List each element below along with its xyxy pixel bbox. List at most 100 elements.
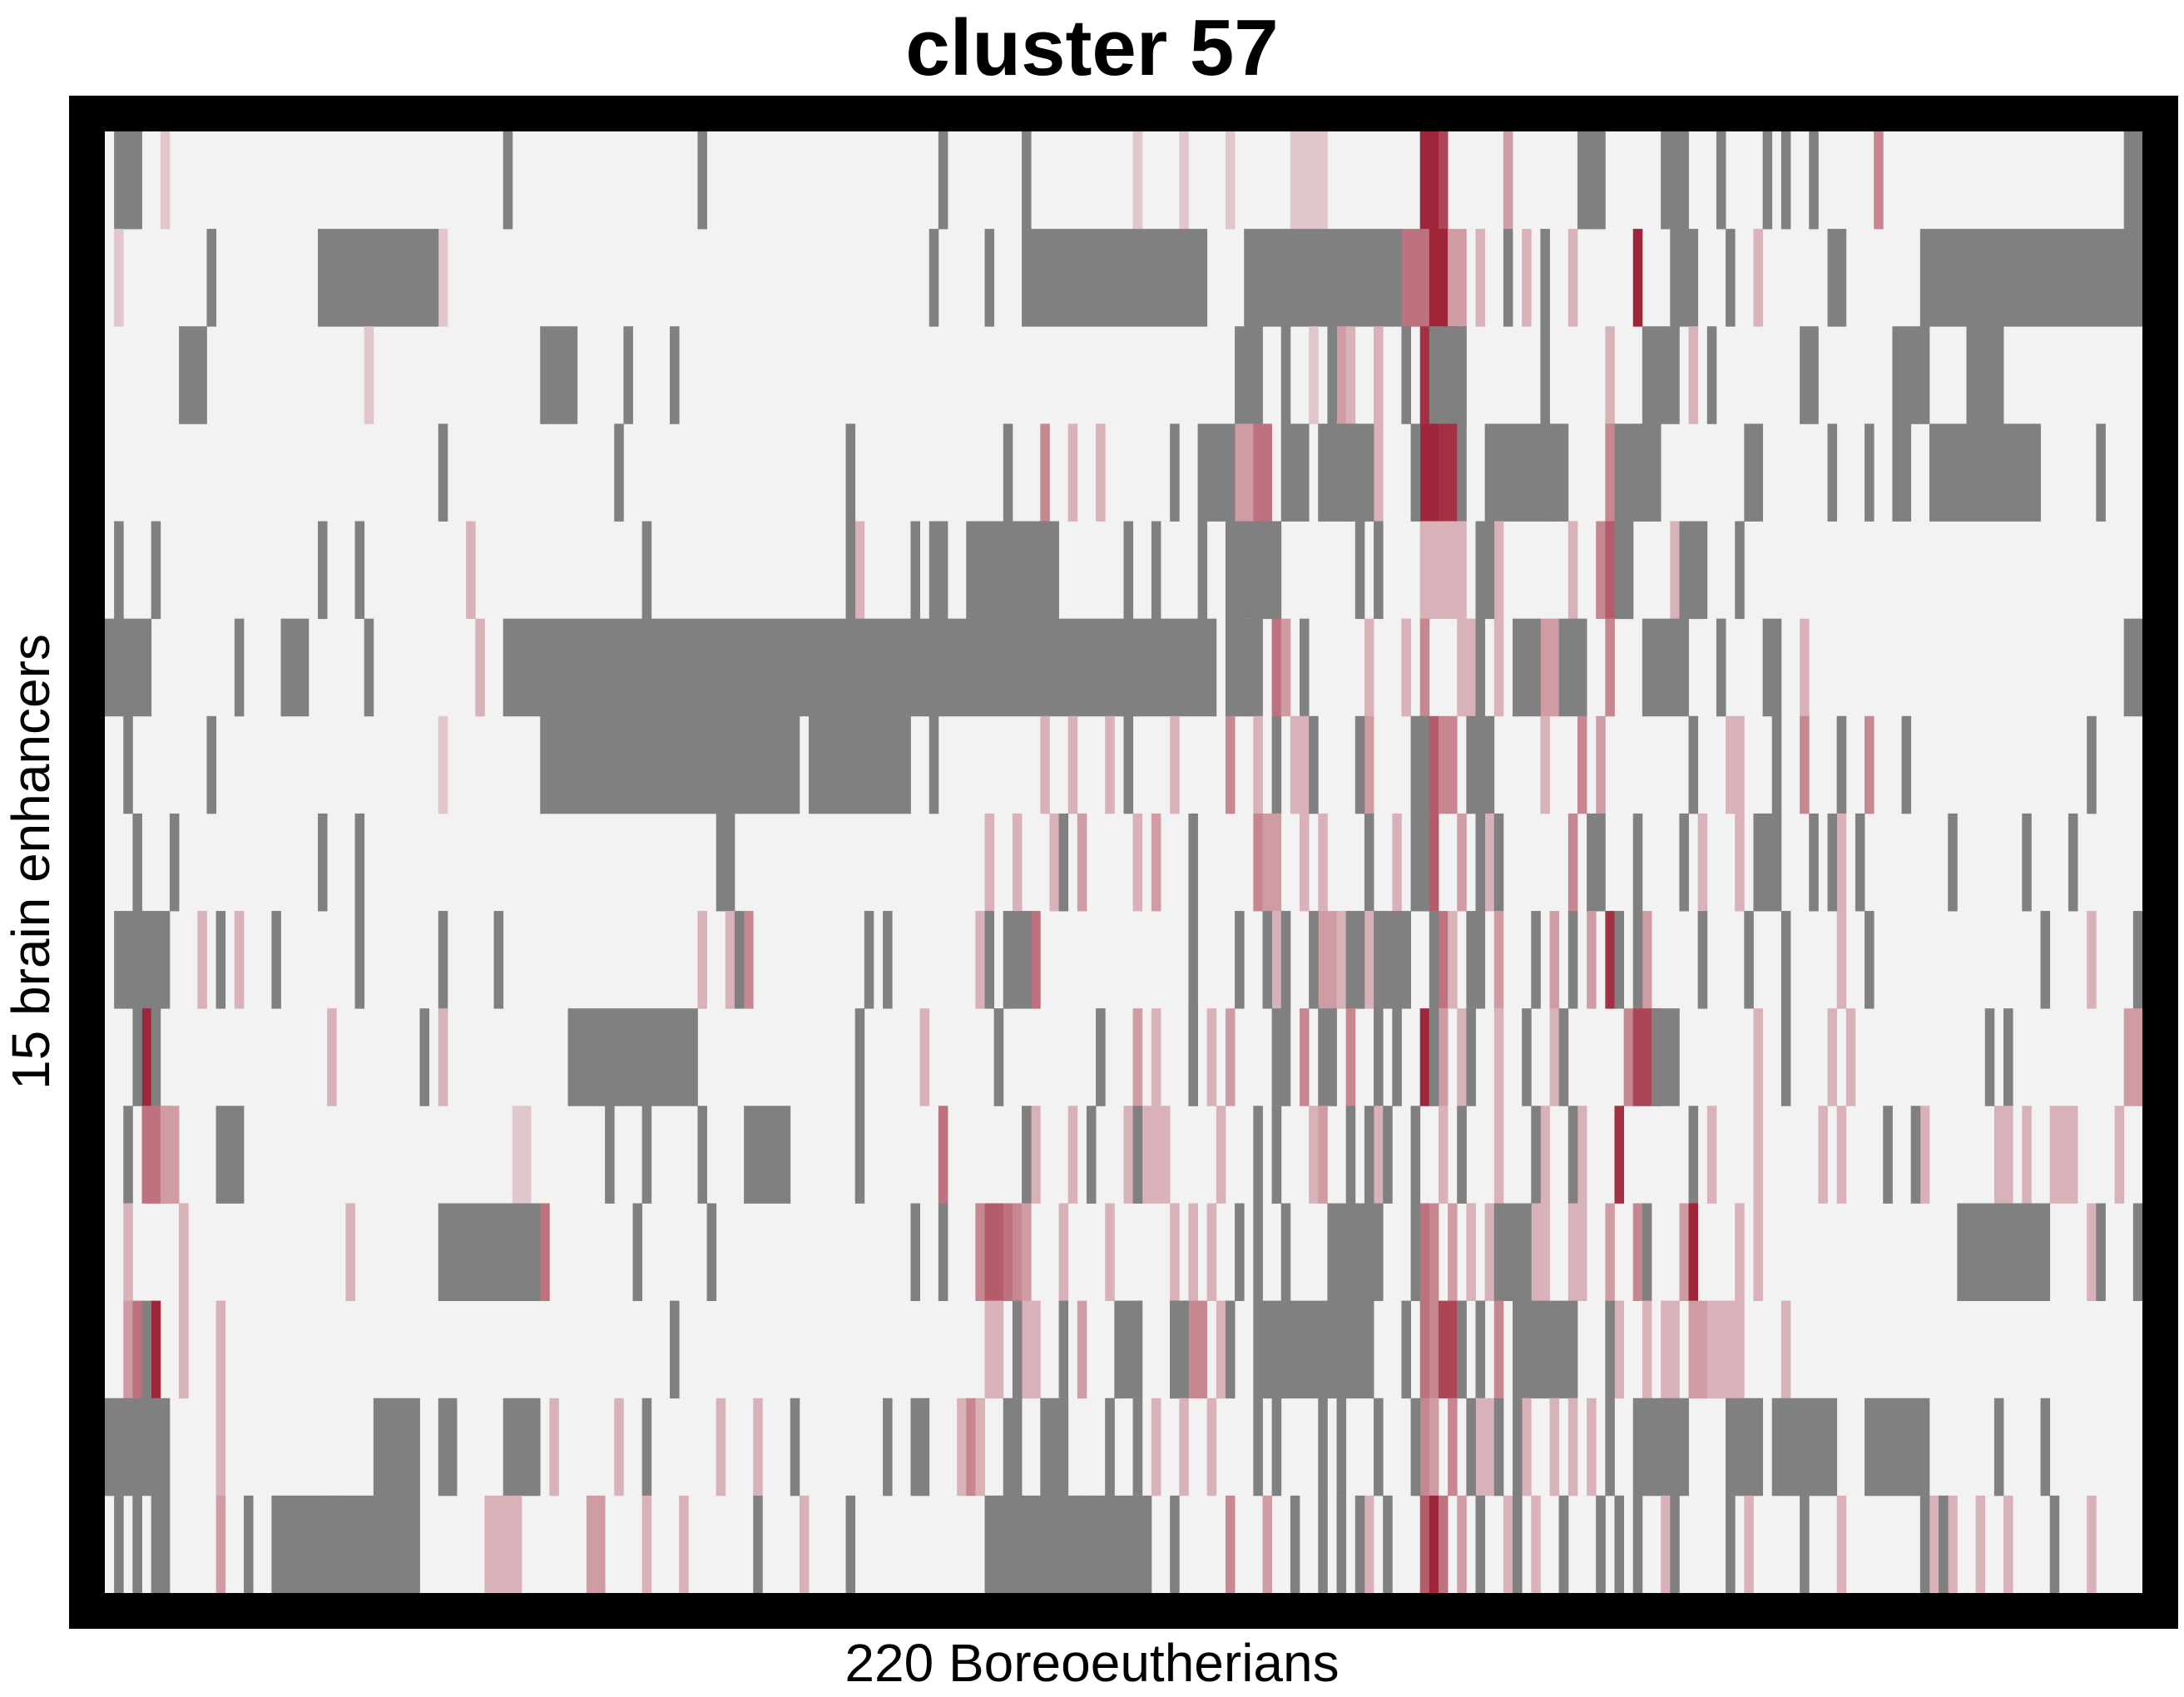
heatmap-value-cell (1364, 1495, 1374, 1593)
heatmap-value-cell (1271, 618, 1282, 717)
heatmap-missing-cell (318, 521, 328, 620)
heatmap-value-cell (1818, 1106, 1828, 1204)
heatmap-missing-cell (938, 1203, 948, 1301)
heatmap-value-cell (438, 715, 448, 814)
heatmap-missing-cell (1188, 911, 1198, 1009)
heatmap-missing-cell (1280, 1203, 1291, 1301)
heatmap-value-cell (1753, 1203, 1763, 1301)
heatmap-missing-cell (114, 521, 124, 620)
heatmap-missing-cell (1392, 1008, 1402, 1106)
heatmap-missing-cell (1170, 423, 1180, 522)
heatmap-missing-cell (1697, 911, 1708, 1009)
heatmap-value-cell (179, 1203, 189, 1301)
heatmap-value-cell (1577, 1106, 1587, 1204)
heatmap-value-cell (1253, 715, 1263, 814)
heatmap-missing-cell (1475, 521, 1495, 620)
heatmap-missing-cell (1280, 423, 1310, 522)
heatmap-missing-cell (354, 813, 365, 912)
heatmap-missing-cell (1596, 1495, 1606, 1593)
heatmap-missing-cell (966, 521, 1059, 620)
heatmap-value-cell (1605, 521, 1615, 620)
heatmap-value-cell (1975, 1495, 1986, 1593)
heatmap-value-cell (1280, 618, 1291, 717)
heatmap-value-cell (1688, 326, 1699, 424)
heatmap-value-cell (1253, 423, 1273, 522)
heatmap-value-cell (966, 1398, 976, 1497)
heatmap-value-cell (1577, 715, 1587, 814)
heatmap-missing-cell (1058, 1300, 1069, 1399)
heatmap-value-cell (1484, 1398, 1495, 1497)
heatmap-missing-cell (1670, 1495, 1680, 1593)
heatmap-missing-cell (716, 813, 735, 912)
heatmap-missing-cell (1744, 911, 1754, 1009)
heatmap-value-cell (1364, 618, 1374, 717)
heatmap-value-cell (1151, 1008, 1161, 1106)
heatmap-value-cell (197, 911, 207, 1009)
heatmap-missing-cell (1493, 1398, 1504, 1497)
heatmap-value-cell (1392, 813, 1402, 912)
heatmap-missing-cell (114, 911, 171, 1009)
heatmap-missing-cell (1827, 229, 1847, 327)
heatmap-missing-cell (105, 618, 152, 717)
heatmap-value-cell (1309, 1106, 1319, 1204)
heatmap-missing-cell (2123, 618, 2142, 717)
heatmap-missing-cell (1336, 1398, 1347, 1497)
heatmap-missing-cell (364, 618, 374, 717)
heatmap-missing-cell (271, 1495, 300, 1593)
heatmap-missing-cell (1484, 423, 1569, 522)
heatmap-value-cell (1448, 229, 1467, 327)
heatmap-missing-cell (493, 911, 504, 1009)
heatmap-value-cell (1567, 1203, 1587, 1301)
heatmap-value-cell (697, 911, 707, 1009)
heatmap-value-cell (1836, 1495, 1847, 1593)
heatmap-missing-cell (706, 1203, 717, 1301)
heatmap-value-cell (1688, 1300, 1708, 1399)
heatmap-missing-cell (1865, 911, 1874, 1009)
heatmap-missing-cell (1188, 1008, 1198, 1106)
heatmap-value-cell (484, 1495, 522, 1593)
heatmap-value-cell (1596, 715, 1606, 814)
heatmap-missing-cell (2096, 423, 2106, 522)
heatmap-missing-cell (1123, 521, 1134, 620)
heatmap-value-cell (1605, 326, 1615, 424)
heatmap-missing-cell (1466, 715, 1495, 814)
heatmap-missing-cell (670, 326, 680, 424)
heatmap-missing-cell (1401, 326, 1411, 424)
heatmap-missing-cell (1735, 521, 1745, 620)
heatmap-value-cell (1012, 813, 1023, 912)
heatmap-missing-cell (1253, 1203, 1263, 1301)
heatmap-missing-cell (1457, 1106, 1467, 1204)
heatmap-value-cell (1151, 1398, 1161, 1497)
heatmap-value-cell (1448, 911, 1458, 1009)
heatmap-missing-cell (1132, 1398, 1143, 1497)
heatmap-value-cell (114, 229, 124, 327)
heatmap-missing-cell (1364, 1106, 1374, 1204)
heatmap-value-cell (1993, 1106, 2013, 1204)
heatmap-value-cell (1688, 1203, 1699, 1301)
heatmap-missing-cell (1345, 911, 1365, 1009)
heatmap-missing-cell (641, 1398, 652, 1497)
heatmap-value-cell (1836, 1106, 1847, 1204)
heatmap-value-cell (1179, 131, 1189, 230)
heatmap-missing-cell (1614, 521, 1634, 620)
heatmap-value-cell (160, 1106, 180, 1204)
heatmap-missing-cell (1503, 229, 1513, 327)
heatmap-value-cell (438, 229, 448, 327)
heatmap-value-cell (1475, 229, 1486, 327)
heatmap-missing-cell (1531, 911, 1541, 1009)
heatmap-missing-cell (1271, 1008, 1282, 1106)
heatmap-missing-cell (1012, 911, 1023, 1009)
heatmap-value-cell (1706, 1106, 1717, 1204)
heatmap-missing-cell (1022, 229, 1208, 327)
heatmap-missing-cell (1354, 521, 1365, 620)
heatmap-value-cell (854, 521, 865, 620)
heatmap-value-cell (1225, 1495, 1236, 1593)
heatmap-value-cell (1448, 1203, 1458, 1301)
heatmap-value-cell (1049, 813, 1059, 912)
heatmap-missing-cell (1022, 1106, 1032, 1204)
heatmap-value-cell (1438, 423, 1458, 522)
heatmap-value-cell (466, 521, 476, 620)
heatmap-value-cell (1132, 813, 1143, 912)
heatmap-missing-cell (1493, 1203, 1532, 1301)
heatmap-missing-cell (1957, 1203, 2051, 1301)
